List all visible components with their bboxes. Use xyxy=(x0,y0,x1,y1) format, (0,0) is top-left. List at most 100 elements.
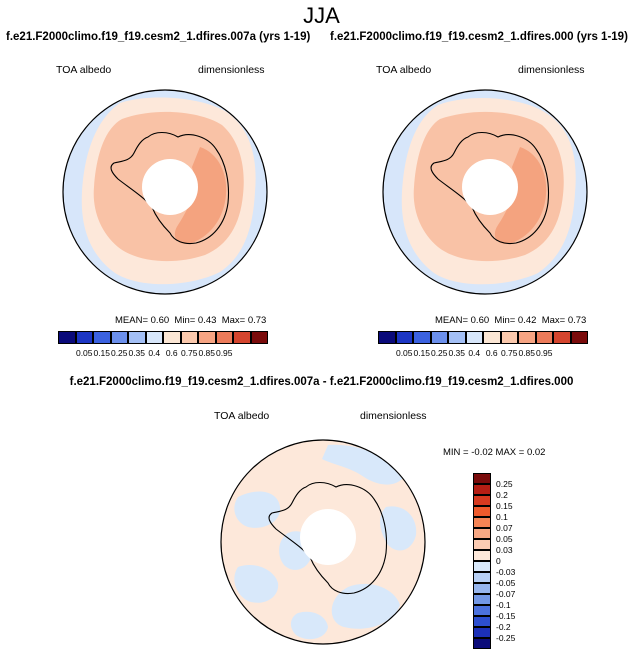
panel-2-colorbar-box xyxy=(518,331,536,344)
panel-1-colorbar-ticks: 0.05 0.15 0.25 0.35 0.4 0.6 0.75 0.85 0.95 xyxy=(58,348,268,360)
panel-3-colorbar-tick-label: 0 xyxy=(496,556,501,566)
panel-3-colorbar-box xyxy=(473,539,491,550)
panel-2-colorbar-box xyxy=(570,331,588,344)
panel-3-colorbar-box xyxy=(473,627,491,638)
panel-2-colorbar-tick-label: 0.95 xyxy=(535,348,553,358)
panel-3-map-border xyxy=(220,439,426,645)
panel-2-colorbar-tick-label: 0.85 xyxy=(518,348,536,358)
panel-3-colorbar-box xyxy=(473,605,491,616)
panel-1-colorbar-box xyxy=(58,331,76,344)
panel-2-map-border xyxy=(382,89,588,295)
panel-2-colorbar-box xyxy=(553,331,571,344)
panel-2-colorbar-tick-label: 0.25 xyxy=(430,348,448,358)
panel-1-pole-hole xyxy=(142,159,198,215)
panel-3-units-label: dimensionless xyxy=(360,410,427,422)
panel-2-min-label: Min= xyxy=(494,315,516,326)
panel-1-units-label: dimensionless xyxy=(198,64,265,76)
panel-2-colorbar-box xyxy=(378,331,396,344)
panel-2-colorbar-tick-label: 0.75 xyxy=(500,348,518,358)
panel-3-colorbar-tick-label: 0.25 xyxy=(496,479,513,489)
panel-1-colorbar-tick-label: 0.05 xyxy=(75,348,93,358)
panel-3-colorbar-tick-label: -0.15 xyxy=(496,611,516,621)
panel-3-colorbar-tick-label: 0.15 xyxy=(496,501,513,511)
panel-3-min-label: MIN = xyxy=(443,447,469,458)
panel-3-min-value: -0.02 xyxy=(471,447,493,458)
panel-1-colorbar-tick-label: 0.4 xyxy=(148,348,161,358)
panel-1-colorbar-box xyxy=(250,331,268,344)
panel-2-antarctica-coast xyxy=(430,131,550,245)
panel-3-stats: MIN = -0.02 MAX = 0.02 xyxy=(443,447,545,458)
panel-3-colorbar-box xyxy=(473,473,491,484)
panel-1-colorbar-tick-label: 0.6 xyxy=(165,348,178,358)
panel-1-colorbar-box xyxy=(128,331,146,344)
panel-2-title: f.e21.F2000climo.f19_f19.cesm2_1.dfires.… xyxy=(330,31,628,43)
panel-2-colorbar-tick-label: 0.4 xyxy=(468,348,481,358)
panel-2-units-label: dimensionless xyxy=(518,64,585,76)
panel-1-mean-value: 0.60 xyxy=(150,315,170,326)
panel-3-max-label: MAX = xyxy=(495,447,525,458)
panel-2-colorbar-ticks: 0.05 0.15 0.25 0.35 0.4 0.6 0.75 0.85 0.95 xyxy=(378,348,588,360)
panel-2-mean-label: MEAN= xyxy=(435,315,468,326)
panel-2-colorbar-box xyxy=(430,331,448,344)
panel-2-pole-hole xyxy=(462,159,518,215)
panel-3-colorbar-box xyxy=(473,495,491,506)
panel-2-colorbar-box xyxy=(535,331,553,344)
panel-2-region-interior xyxy=(494,147,547,244)
panel-3-region-negative xyxy=(234,444,417,640)
panel-2-colorbar-box xyxy=(483,331,501,344)
panel-2-colorbar-box xyxy=(448,331,466,344)
panel-3-max-value: 0.02 xyxy=(526,447,546,458)
panel-2-mean-value: 0.60 xyxy=(470,315,490,326)
panel-2-map xyxy=(382,89,588,295)
panel-1-region-interior xyxy=(174,147,227,244)
panel-2-colorbar-tick-label: 0.15 xyxy=(413,348,431,358)
panel-3-colorbar-box xyxy=(473,616,491,627)
panel-2-colorbar-box xyxy=(500,331,518,344)
panel-2-colorbar-box xyxy=(413,331,431,344)
panel-3-title: f.e21.F2000climo.f19_f19.cesm2_1.dfires.… xyxy=(69,376,574,388)
panel-1-colorbar-tick-label: 0.15 xyxy=(93,348,111,358)
panel-2-min-value: 0.42 xyxy=(517,315,537,326)
panel-3-colorbar-tick-label: 0.03 xyxy=(496,545,513,555)
panel-3-colorbar-box xyxy=(473,583,491,594)
panel-1-mean-label: MEAN= xyxy=(115,315,148,326)
panel-1-colorbar-box xyxy=(233,331,251,344)
panel-3-colorbar-tick-label: -0.07 xyxy=(496,589,516,599)
panel-1-max-value: 0.73 xyxy=(247,315,267,326)
panel-1-antarctica-coast xyxy=(110,131,230,245)
panel-3-colorbar-box xyxy=(473,550,491,561)
panel-3-colorbar-tick-label: 0.2 xyxy=(496,490,508,500)
panel-3-colorbar-box xyxy=(473,528,491,539)
panel-3-colorbar-tick-label: -0.25 xyxy=(496,633,516,643)
panel-1-colorbar-box xyxy=(163,331,181,344)
panel-1-colorbar-box xyxy=(145,331,163,344)
panel-1-stats: MEAN= 0.60 Min= 0.43 Max= 0.73 xyxy=(115,315,266,326)
panel-3-variable-label: TOA albedo xyxy=(214,410,270,422)
panel-3-colorbar-tick-label: -0.05 xyxy=(496,578,516,588)
panel-3-colorbar-tick-label: -0.2 xyxy=(496,622,511,632)
panel-2-max-label: Max= xyxy=(541,315,566,326)
panel-3-antarctica-coast xyxy=(268,481,388,595)
panel-3-pole-hole xyxy=(300,509,356,565)
panel-1-colorbar-box xyxy=(198,331,216,344)
panel-1-colorbar-box xyxy=(110,331,128,344)
panel-2-max-value: 0.73 xyxy=(567,315,587,326)
panel-1-max-label: Max= xyxy=(221,315,246,326)
panel-1-colorbar-box xyxy=(215,331,233,344)
panel-1-map xyxy=(62,89,268,295)
panel-3-colorbar-tick-label: 0.05 xyxy=(496,534,513,544)
panel-1-colorbar xyxy=(58,331,268,344)
panel-3-colorbar-tick-label: -0.1 xyxy=(496,600,511,610)
panel-2-colorbar-box xyxy=(465,331,483,344)
panel-1-min-value: 0.43 xyxy=(197,315,217,326)
panel-3-colorbar-ticks: 0.25 0.2 0.15 0.1 0.07 0.05 0.03 0 -0.03 -0.05 -0.… xyxy=(496,473,536,649)
panel-2-colorbar-tick-label: 0.35 xyxy=(448,348,466,358)
panel-3-colorbar-tick-label: -0.03 xyxy=(496,567,516,577)
panel-1-colorbar-box xyxy=(75,331,93,344)
panel-1-min-label: Min= xyxy=(174,315,196,326)
panel-3-colorbar-tick-label: 0.07 xyxy=(496,523,513,533)
panel-1-colorbar-tick-label: 0.95 xyxy=(215,348,233,358)
panel-1-map-border xyxy=(62,89,268,295)
panel-3-colorbar-box xyxy=(473,572,491,583)
panel-2-colorbar-tick-label: 0.05 xyxy=(395,348,413,358)
